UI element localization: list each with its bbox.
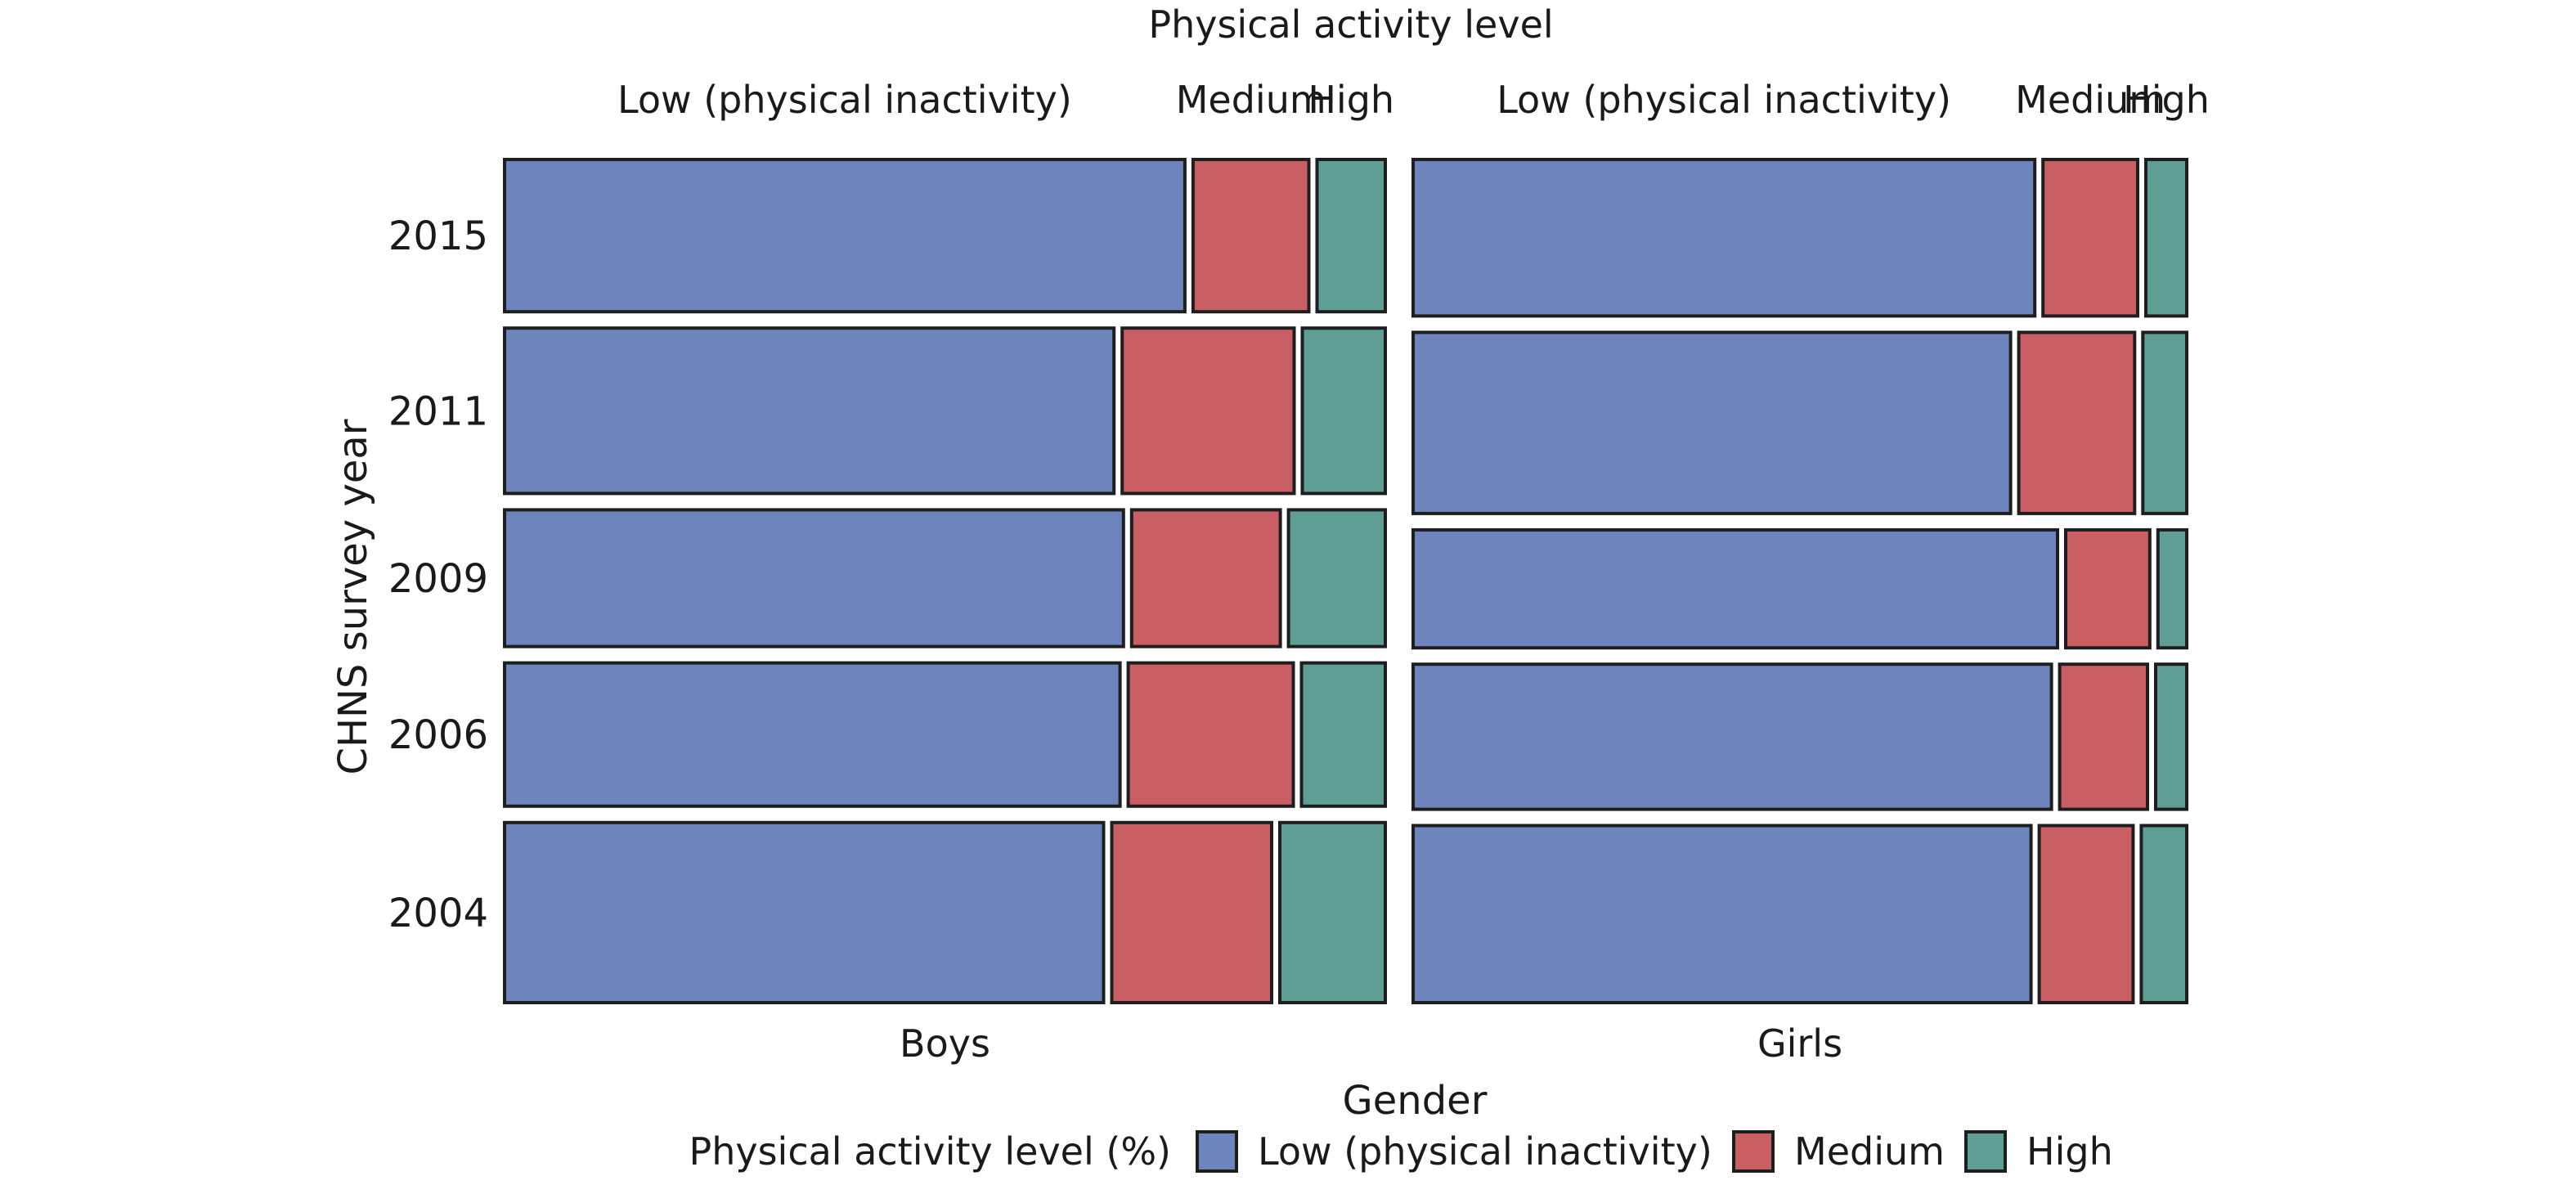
tile-girls-2004-high	[2139, 824, 2188, 1004]
row-labels: 2015 2011 2009 2006 2004	[388, 213, 488, 936]
legend-entries: Low (physical inactivity) Medium High	[1196, 1129, 2113, 1174]
tile-boys-2009-medium	[1129, 508, 1282, 649]
tile-boys-2015-high	[1315, 158, 1387, 314]
tile-boys-2011-high	[1300, 326, 1387, 496]
tile-boys-2006-low	[503, 661, 1122, 808]
tile-girls-2009-medium	[2064, 527, 2152, 650]
tile-girls-2006-high	[2154, 662, 2188, 811]
tile-girls-2004-medium	[2037, 824, 2135, 1004]
column-label-girls-high: High	[2123, 78, 2210, 122]
tile-girls-2015-medium	[2041, 158, 2139, 318]
year-label-2004: 2004	[388, 891, 488, 936]
legend-swatch-high	[1964, 1130, 2007, 1173]
tile-boys-2006-medium	[1126, 661, 1295, 808]
year-label-2015: 2015	[388, 213, 488, 259]
group-label-boys: Boys	[900, 1021, 990, 1066]
legend-label-low: Low (physical inactivity)	[1258, 1129, 1712, 1174]
column-label-girls-low: Low (physical inactivity)	[1497, 78, 1951, 122]
chart-title: Physical activity level	[1148, 2, 1553, 47]
legend-label-medium: Medium	[1794, 1129, 1945, 1174]
group-label-girls: Girls	[1757, 1021, 1842, 1066]
legend-swatch-medium	[1732, 1130, 1775, 1173]
tile-boys-2015-low	[503, 158, 1187, 314]
mosaic-tiles	[503, 158, 2189, 1004]
column-label-boys-high: High	[1308, 78, 1394, 122]
tile-girls-2004-low	[1411, 824, 2033, 1004]
legend-swatch-low	[1196, 1130, 1238, 1173]
tile-boys-2011-medium	[1120, 326, 1296, 496]
tile-girls-2006-medium	[2058, 662, 2150, 811]
tile-girls-2009-high	[2156, 527, 2189, 650]
tile-boys-2015-medium	[1191, 158, 1311, 314]
tile-girls-2015-low	[1411, 158, 2037, 318]
y-axis-title: CHNS survey year	[330, 419, 376, 774]
tile-boys-2009-low	[503, 508, 1125, 649]
tile-girls-2011-high	[2141, 330, 2189, 515]
tile-boys-2004-low	[503, 820, 1106, 1004]
column-label-boys-medium: Medium	[1176, 78, 1326, 122]
tile-girls-2011-medium	[2017, 330, 2137, 515]
tile-girls-2006-low	[1411, 662, 2053, 811]
tile-girls-2015-high	[2144, 158, 2188, 318]
x-axis-title: Gender	[1343, 1078, 1488, 1124]
tile-boys-2011-low	[503, 326, 1116, 496]
year-label-2011: 2011	[388, 388, 488, 434]
tile-boys-2004-medium	[1110, 820, 1273, 1004]
tile-boys-2006-high	[1299, 661, 1387, 808]
column-label-girls-medium: Medium	[2015, 78, 2165, 122]
tile-boys-2009-high	[1286, 508, 1387, 649]
legend: Physical activity level (%) Low (physica…	[689, 1129, 2112, 1174]
year-label-2006: 2006	[388, 712, 488, 758]
group-labels: Boys Girls	[900, 1021, 1842, 1066]
tile-boys-2004-high	[1278, 820, 1387, 1004]
column-label-boys-low: Low (physical inactivity)	[617, 78, 1072, 122]
tile-girls-2011-low	[1411, 330, 2013, 515]
year-label-2009: 2009	[388, 556, 488, 602]
legend-title: Physical activity level (%)	[689, 1129, 1171, 1174]
tile-girls-2009-low	[1411, 527, 2059, 650]
legend-label-high: High	[2026, 1129, 2113, 1174]
